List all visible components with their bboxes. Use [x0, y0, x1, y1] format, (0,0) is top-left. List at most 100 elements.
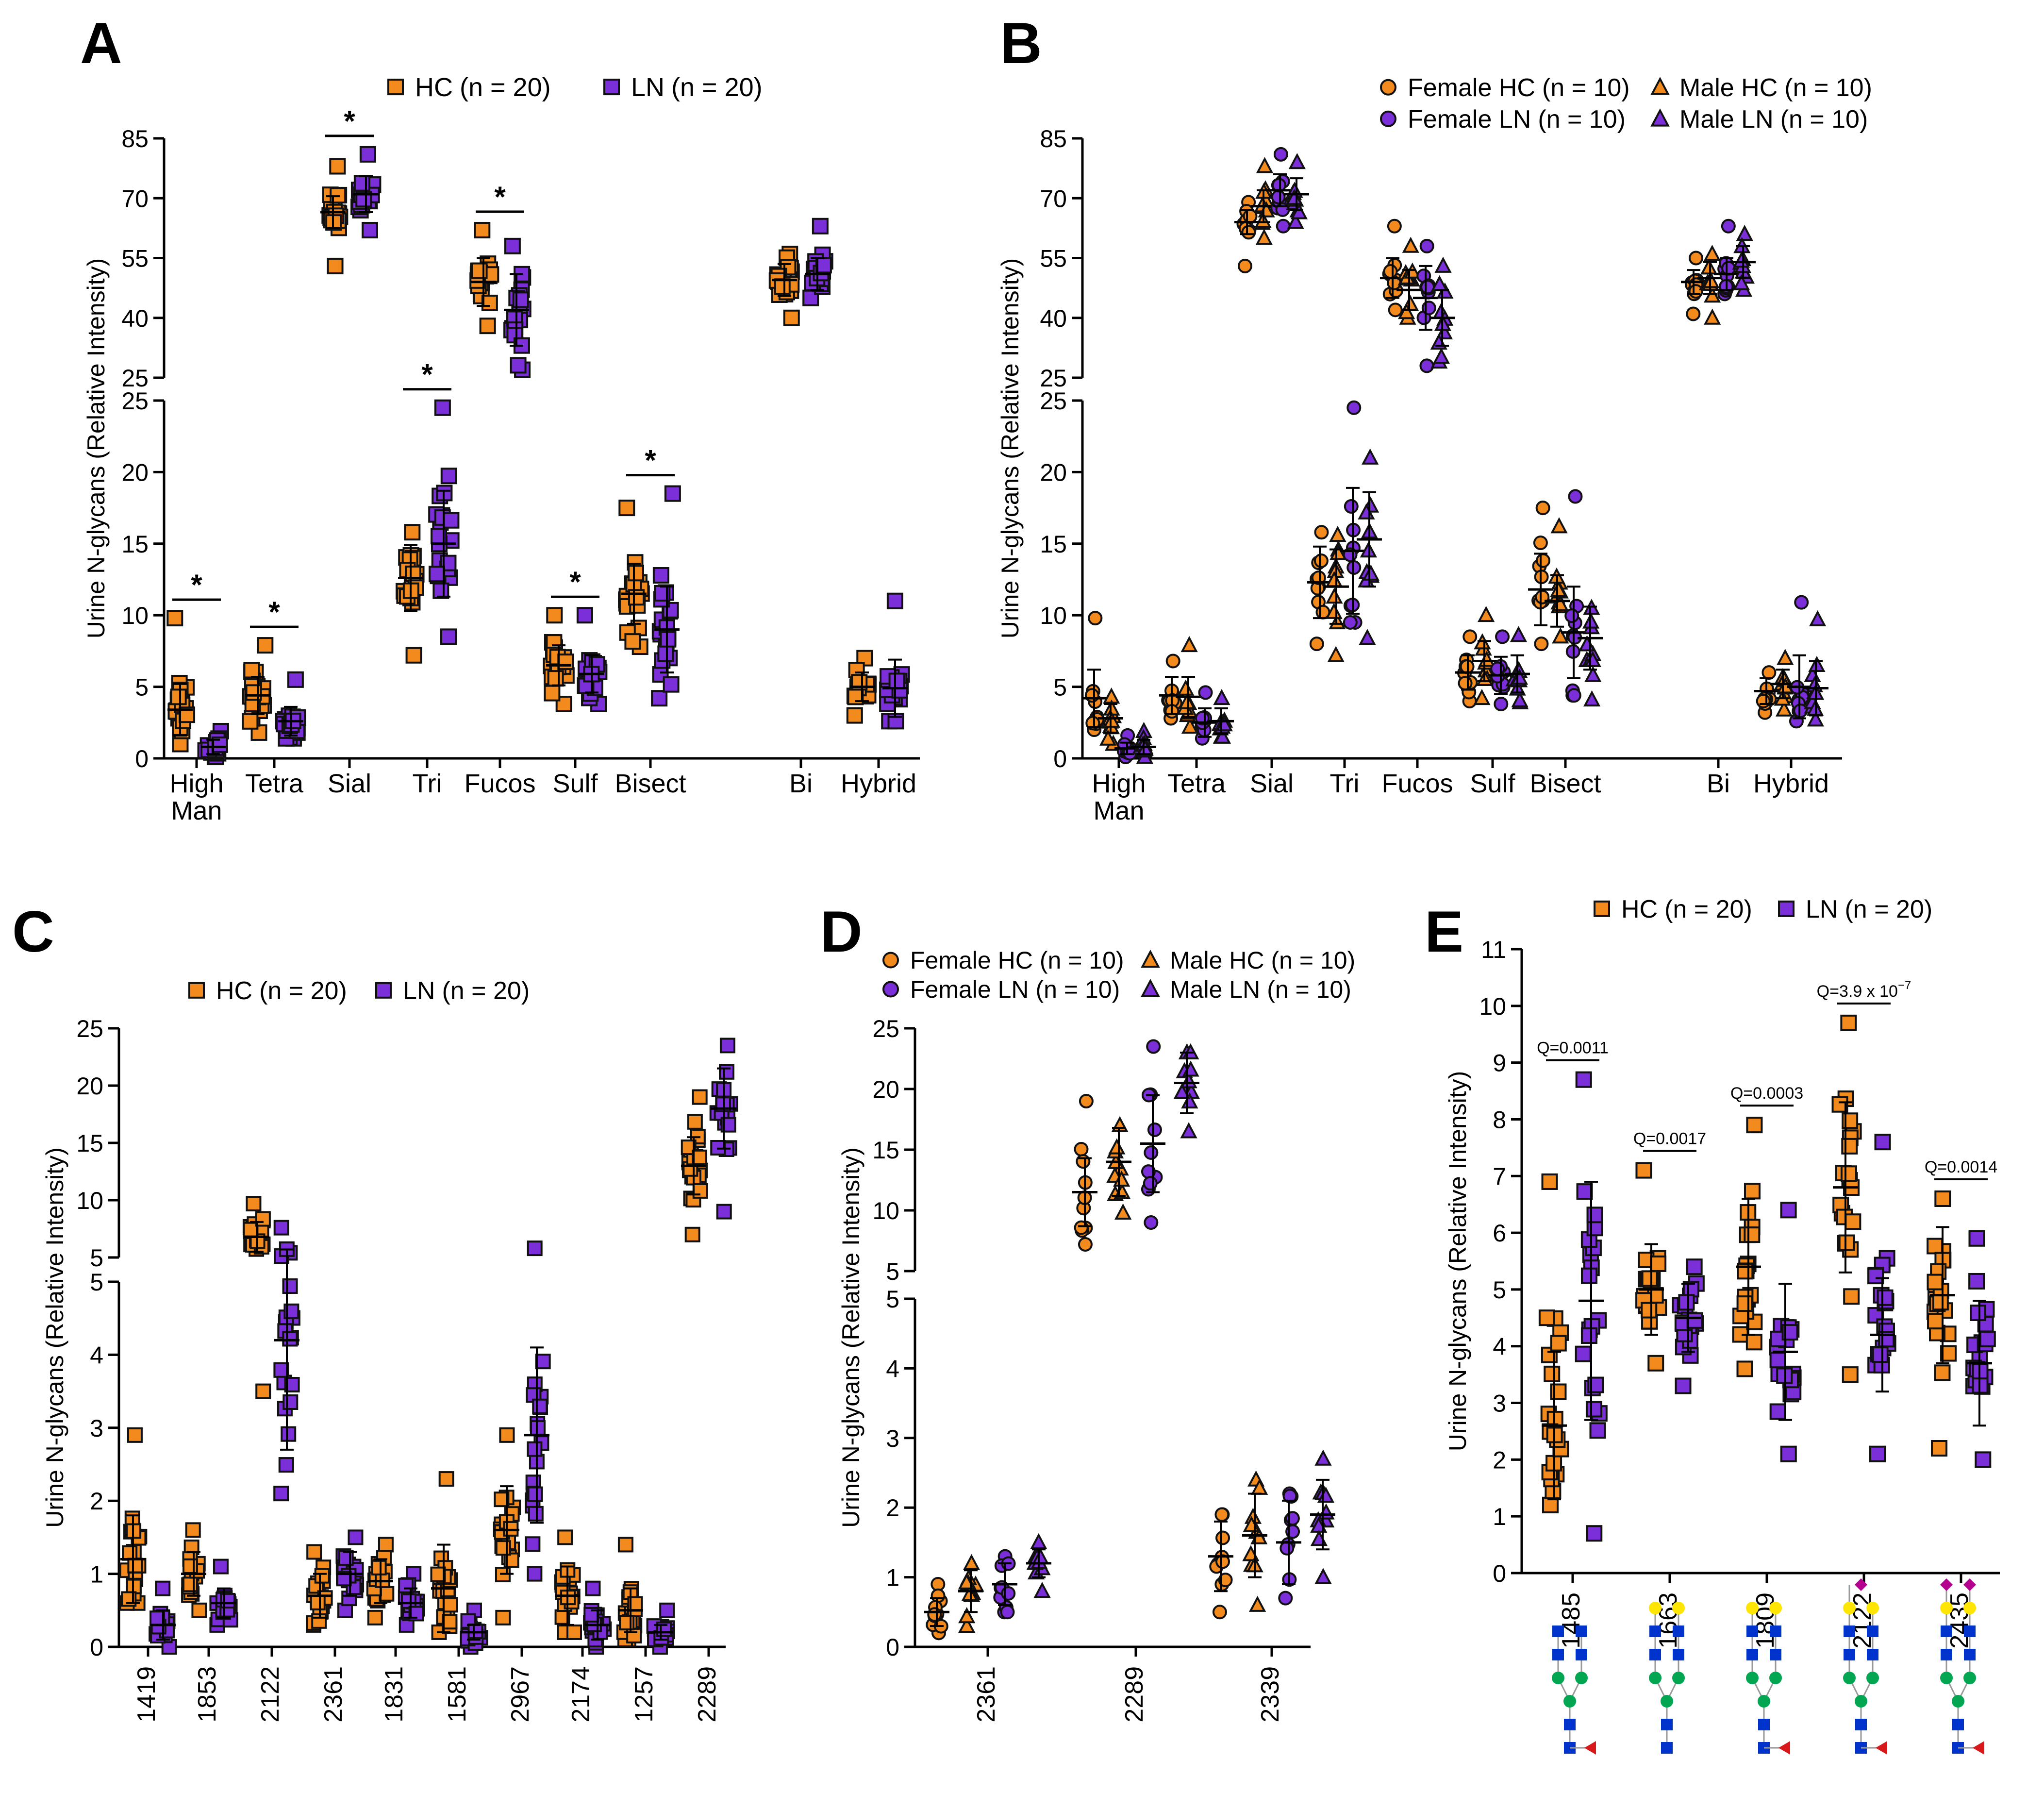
data-point	[1273, 147, 1288, 162]
data-point	[1256, 157, 1274, 173]
legend-label: HC (n = 20)	[1621, 895, 1752, 923]
significance-label: *	[268, 596, 280, 628]
data-point	[1147, 1122, 1162, 1137]
data-point	[282, 1331, 298, 1347]
data-point	[1510, 626, 1528, 642]
data-point	[1362, 564, 1379, 581]
mannose-icon	[1661, 1695, 1673, 1708]
data-point	[1397, 303, 1415, 319]
data-point	[657, 645, 674, 662]
y-tick-label: 0	[90, 1634, 103, 1661]
legend-label: Male LN (n = 10)	[1679, 105, 1868, 134]
galactose-icon	[1940, 1602, 1953, 1614]
data-point	[327, 257, 344, 274]
data-point	[1535, 501, 1550, 516]
y-tick-label: 2	[1493, 1446, 1506, 1474]
glcnac-icon	[1564, 1719, 1576, 1730]
data-point	[442, 1614, 458, 1630]
x-tick-label: 1419	[133, 1666, 161, 1723]
data-point	[1173, 1083, 1191, 1100]
legend-label-n: (n = 20)	[671, 73, 763, 102]
data-point	[283, 1394, 299, 1410]
y-tick-label: 5	[886, 1258, 899, 1285]
significance-label: *	[569, 566, 581, 598]
data-point	[287, 671, 304, 688]
data-point	[1581, 1267, 1598, 1284]
data-point	[1732, 274, 1750, 290]
panel-letter: A	[80, 11, 122, 76]
data-point	[1934, 1364, 1951, 1381]
legend-label: HC (n = 20)	[216, 977, 347, 1005]
data-point	[617, 1537, 633, 1553]
y-tick-label: 5	[90, 1244, 103, 1272]
data-point	[525, 1536, 541, 1552]
data-point	[1290, 203, 1308, 219]
data-point	[1214, 1507, 1230, 1522]
data-point	[1288, 153, 1306, 169]
y-tick-label: 0	[1493, 1560, 1506, 1587]
legend-label-n: (n = 20)	[460, 73, 551, 102]
legend-label-text: Female LN	[1408, 105, 1531, 134]
data-point	[527, 1486, 543, 1502]
y-tick-label: 85	[121, 125, 149, 152]
galactose-icon	[1746, 1602, 1759, 1614]
y-tick-label: 25	[1040, 387, 1067, 415]
x-tick-label: Bi	[1707, 769, 1730, 798]
data-point	[1088, 611, 1103, 626]
y-tick-label: 20	[76, 1072, 103, 1100]
legend-label-text: Female LN	[910, 976, 1029, 1003]
x-tick-label: 1853	[193, 1666, 221, 1723]
data-point	[1769, 1352, 1786, 1369]
data-point	[1807, 710, 1824, 727]
legend-label-text: Male HC	[1170, 947, 1264, 974]
y-tick-label: 10	[76, 1187, 103, 1214]
y-tick-label: 0	[135, 745, 149, 772]
data-point	[1144, 1215, 1159, 1230]
data-point	[719, 1038, 735, 1054]
legend-label: Male HC (n = 10)	[1170, 947, 1355, 974]
y-axis-label: Urine N-glycans (Relative Intensity)	[41, 1147, 68, 1528]
data-point	[1103, 711, 1120, 728]
x-tick-label: Hybrid	[841, 769, 916, 798]
data-point	[378, 1537, 394, 1553]
data-point	[651, 690, 668, 707]
legend-marker	[1650, 108, 1670, 127]
data-point	[692, 1183, 708, 1199]
data-point	[663, 676, 680, 693]
glcnac-icon	[1746, 1625, 1758, 1637]
glcnac-icon	[1941, 1649, 1952, 1660]
legend-label-text: Female HC	[910, 947, 1033, 974]
data-point	[353, 175, 370, 192]
data-point	[1421, 301, 1436, 316]
data-point	[1845, 1213, 1861, 1230]
y-tick-label: 15	[1040, 531, 1067, 558]
glcnac-icon	[1673, 1649, 1684, 1660]
x-tick-label: Bi	[789, 769, 813, 798]
glycan-structure	[1746, 1602, 1790, 1755]
data-point	[1780, 1445, 1797, 1462]
data-point	[1809, 610, 1827, 627]
mannose-icon	[1866, 1672, 1879, 1684]
data-point	[527, 1240, 543, 1257]
y-tick-label: 20	[872, 1076, 899, 1103]
data-point	[1552, 627, 1569, 644]
data-point	[527, 1566, 543, 1582]
y-tick-label: 40	[1040, 305, 1067, 332]
data-point	[1550, 1383, 1567, 1400]
y-tick-label: 4	[1493, 1333, 1506, 1360]
data-point	[1329, 525, 1346, 542]
y-tick-label: 10	[872, 1197, 899, 1224]
x-tick-label: 2289	[693, 1666, 721, 1723]
mannose-icon	[1746, 1672, 1759, 1684]
data-point	[1576, 1183, 1593, 1200]
data-point	[1383, 264, 1398, 279]
legend-marker	[1778, 900, 1795, 917]
data-point	[1840, 1165, 1857, 1182]
y-tick-label: 70	[1040, 185, 1067, 212]
data-point	[1310, 1530, 1328, 1546]
legend-label: Female HC (n = 10)	[1408, 74, 1630, 102]
y-tick-label: 0	[886, 1634, 899, 1661]
data-point	[958, 1607, 976, 1624]
legend-label-n: (n = 10)	[1542, 74, 1630, 102]
